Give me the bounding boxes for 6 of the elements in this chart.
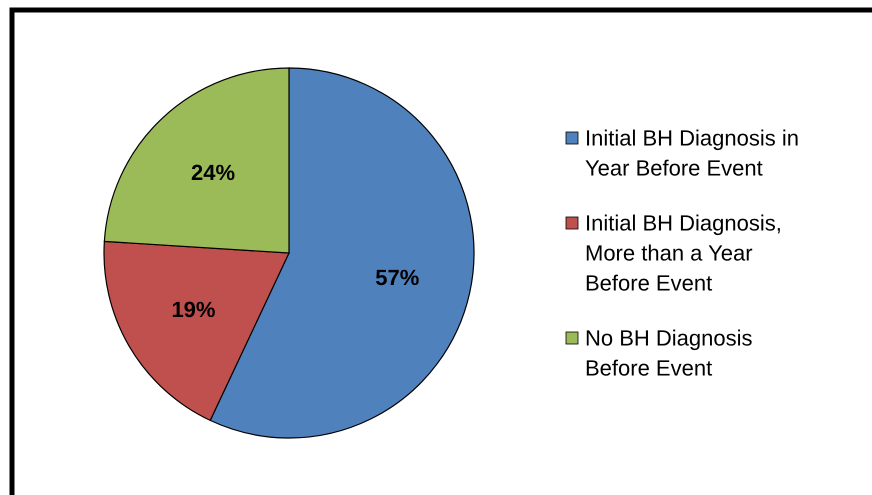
- legend-label: No BH Diagnosis Before Event: [585, 326, 753, 381]
- data-label: 57%: [375, 264, 420, 290]
- legend-label: Initial BH Diagnosis in Year Before Event: [585, 126, 799, 181]
- data-label: 24%: [190, 160, 236, 185]
- legend-label: Initial BH Diagnosis, More than a Year Before Event: [585, 210, 782, 296]
- data-label: 19%: [171, 297, 216, 322]
